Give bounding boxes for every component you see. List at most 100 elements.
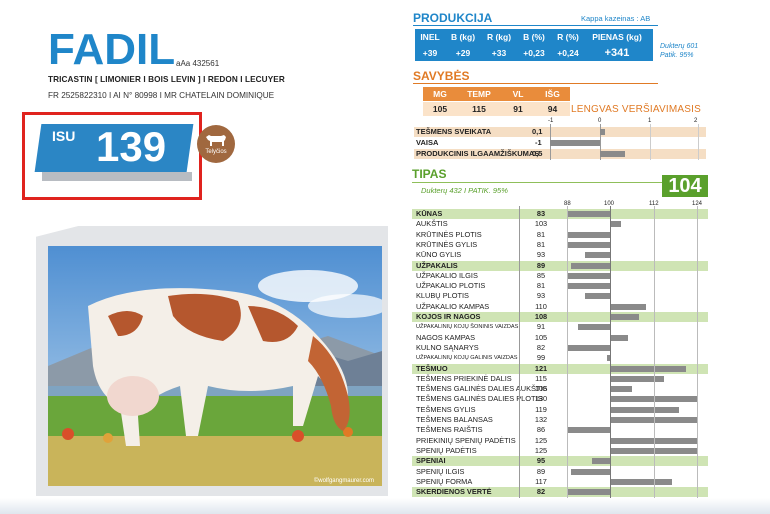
type-trait-label: TEŠMENS GALINĖS DALIES PLOTIS [416, 394, 543, 404]
type-trait-value: 108 [534, 312, 548, 321]
traits-table: MG TEMP VL IŠG 105 115 91 94 [423, 86, 570, 116]
type-trait-label: KRŪTINĖS PLOTIS [416, 229, 482, 239]
type-trait-label: UŽPAKALINIŲ KOJŲ GALINIS VAIZDAS [416, 355, 518, 362]
trait-value: 105 [432, 104, 448, 114]
type-trait-bar [610, 406, 679, 413]
type-trait-label: TEŠMENS PRIEKINĖ DALIS [416, 373, 512, 383]
prod-value: +0,23 [523, 48, 545, 58]
type-trait-value: 85 [536, 270, 546, 280]
type-trait-value: 110 [535, 301, 547, 311]
type-trait-value: 117 [535, 476, 547, 486]
type-trait-value: 81 [536, 229, 546, 239]
type-trait-label: UŽPAKALIO KAMPAS [416, 301, 490, 311]
bull-name: FADIL [48, 25, 176, 74]
type-trait-value: 121 [534, 363, 548, 373]
type-scale-tick: 124 [692, 201, 703, 207]
health-bar-udder [600, 129, 605, 135]
type-trait-label: SPENIŲ FORMA [416, 476, 473, 486]
photo-credit: ©wolfgangmaurer.com [314, 477, 374, 484]
type-group-row: UŽPAKALIS 89 [412, 260, 708, 271]
type-trait-bar [610, 386, 632, 393]
type-trait-bar [570, 262, 611, 269]
type-trait-value: 82 [536, 487, 546, 497]
type-group-row: KŪNAS 83 [412, 209, 708, 219]
type-trait-value: 115 [535, 373, 547, 383]
prod-header: R (kg) [486, 32, 512, 42]
type-trait-label: TEŠMENS RAIŠTIS [416, 425, 483, 435]
traits-header-row: MG TEMP VL IŠG [423, 87, 570, 101]
produkcija-title: PRODUKCIJA [413, 11, 493, 25]
type-group-row: TEŠMUO 121 [412, 363, 708, 374]
health-gridline [600, 124, 601, 160]
tipas-reliability-value: PATIK. 95% [468, 186, 508, 195]
health-value: 0,5 [532, 149, 543, 158]
type-trait-value: 91 [536, 322, 546, 332]
type-trait-row: UŽPAKALINIŲ KOJŲ ŠONINIS VAIZDAS 91 [412, 322, 708, 332]
type-trait-row: UŽPAKALIO ILGIS 85 [412, 271, 708, 281]
isu-shadow-bar [42, 172, 192, 181]
type-trait-label: UŽPAKALINIŲ KOJŲ ŠONINIS VAIZDAS [416, 324, 519, 331]
type-trait-row: TEŠMENS BALANSAS 132 [412, 415, 708, 425]
prod-header: INEL [420, 32, 440, 42]
type-trait-value: 106 [534, 384, 548, 394]
type-trait-row: KLUBŲ PLOTIS 93 [412, 291, 708, 301]
tipas-divider [412, 182, 708, 183]
type-trait-value: 103 [534, 219, 548, 229]
type-trait-label: SPENIAI [416, 456, 446, 466]
type-trait-bar [567, 427, 611, 434]
type-trait-value: 83 [536, 209, 546, 218]
type-trait-value: 99 [536, 353, 546, 363]
type-trait-value: 95 [536, 456, 546, 466]
type-trait-label: SPENIŲ ILGIS [416, 466, 465, 476]
tipas-reliability: Dukterų 432 I PATIK. 95% [421, 186, 508, 195]
type-trait-label: KOJOS IR NAGOS [416, 312, 481, 321]
type-score: 104 [662, 175, 708, 197]
prod-header: B (%) [523, 32, 545, 42]
type-group-row: SKERDIENOS VERTĖ 82 [412, 487, 708, 498]
aaa-code: aAa 432561 [176, 59, 220, 68]
calving-ease-note: LENGVAS VERŠIAVIMASIS [571, 104, 701, 115]
type-trait-row: KŪNO GYLIS 93 [412, 250, 708, 260]
type-trait-row: KULNO SĄNARYS 82 [412, 343, 708, 353]
type-trait-label: PRIEKINIŲ SPENIŲ PADĖTIS [416, 435, 516, 445]
type-trait-row: TEŠMENS GALINĖS DALIES PLOTIS 130 [412, 394, 708, 404]
type-trait-bar [585, 293, 611, 300]
type-trait-value: 125 [534, 435, 548, 445]
production-reliability-value: Patik. 95% [660, 52, 694, 59]
type-trait-bar [567, 344, 611, 351]
type-trait-value: 89 [536, 466, 546, 476]
type-trait-bar [606, 355, 611, 362]
isu-value: 139 [96, 123, 167, 170]
type-trait-label: TEŠMENS GALINĖS DALIES AUKŠTIS [416, 384, 548, 394]
type-scale-tick: 112 [649, 201, 659, 207]
isu-label: ISU [52, 128, 76, 144]
type-trait-label: AUKŠTIS [416, 219, 448, 229]
type-trait-bar [567, 272, 611, 279]
type-trait-bar [585, 252, 611, 259]
type-trait-value: 125 [534, 445, 548, 455]
type-trait-label: NAGOS KAMPAS [416, 332, 476, 342]
type-trait-bar [567, 283, 611, 290]
production-header-row: INEL B (kg) R (kg) B (%) R (%) PIENAS (k… [415, 31, 653, 44]
type-trait-label: KULNO SĄNARYS [416, 342, 479, 352]
health-scale-tick: 2 [694, 118, 698, 124]
type-trait-value: 93 [536, 250, 546, 260]
health-label: PRODUKCINIS ILGAAMŽIŠKUMAS [416, 149, 540, 158]
health-value: -1 [535, 138, 542, 147]
cow-illustration: ©wolfgangmaurer.com [48, 246, 382, 486]
type-trait-value: 132 [534, 415, 548, 424]
health-row: PRODUKCINIS ILGAAMŽIŠKUMAS 0,5 [414, 149, 706, 159]
health-row: TEŠMENS SVEIKATA 0,1 [414, 127, 706, 137]
savybes-title: SAVYBĖS [413, 69, 470, 83]
type-trait-bar [610, 365, 687, 372]
type-trait-row: TEŠMENS RAIŠTIS 86 [412, 425, 708, 435]
type-scale-tick: 88 [564, 201, 571, 207]
tipas-separator: I [463, 186, 469, 195]
type-trait-value: 89 [536, 260, 546, 270]
trait-header: TEMP [467, 89, 491, 99]
type-gridline [610, 206, 612, 499]
type-trait-label: UŽPAKALIO PLOTIS [416, 281, 486, 291]
type-trait-row: NAGOS KAMPAS 105 [412, 333, 708, 343]
produkcija-divider [413, 25, 658, 26]
type-trait-bar [567, 241, 611, 248]
